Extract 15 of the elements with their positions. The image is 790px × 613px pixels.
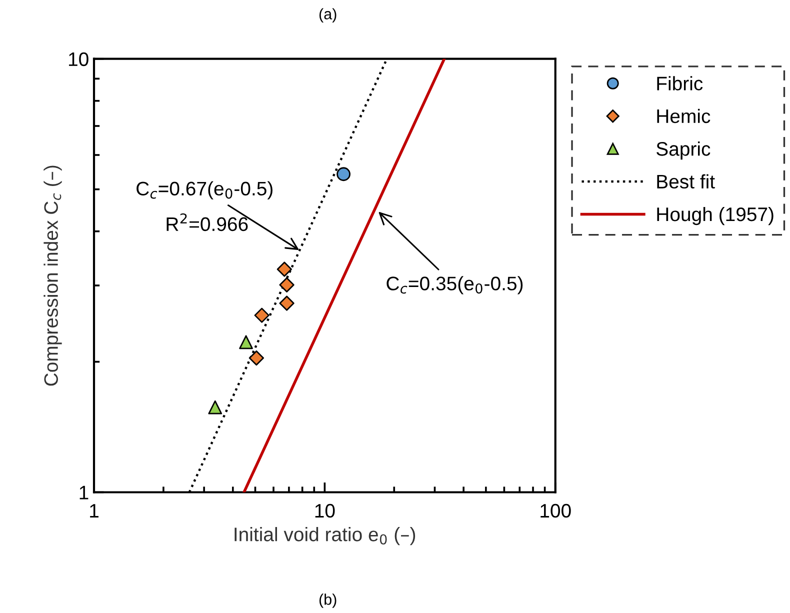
legend-label: Fibric (657, 76, 703, 90)
annotation: C$_{c}$=0.67(e$_{0}$-0.5) (136, 181, 272, 200)
text: (a) (319, 8, 336, 22)
y-axis-title: Compression index C$_{c}$ (–) (44, 166, 62, 386)
x-axis-title: Initial void ratio e$_{0}$ (–) (234, 527, 416, 546)
annotation: C$_{c}$=0.35(e$_{0}$-0.5) (386, 276, 523, 294)
x-tick-label: 100 (540, 504, 571, 518)
x-tick-label: 10 (315, 504, 335, 518)
text: (b) (319, 594, 336, 608)
legend-label: Hough (1957) (657, 206, 774, 226)
x-tick-label: 1 (90, 504, 98, 518)
legend-label: Sapric (656, 142, 710, 160)
legend-label: Hemic (657, 108, 710, 124)
annotation: R$^{2}$=0.966 (166, 213, 248, 232)
legend-label: Best fit (657, 174, 715, 189)
